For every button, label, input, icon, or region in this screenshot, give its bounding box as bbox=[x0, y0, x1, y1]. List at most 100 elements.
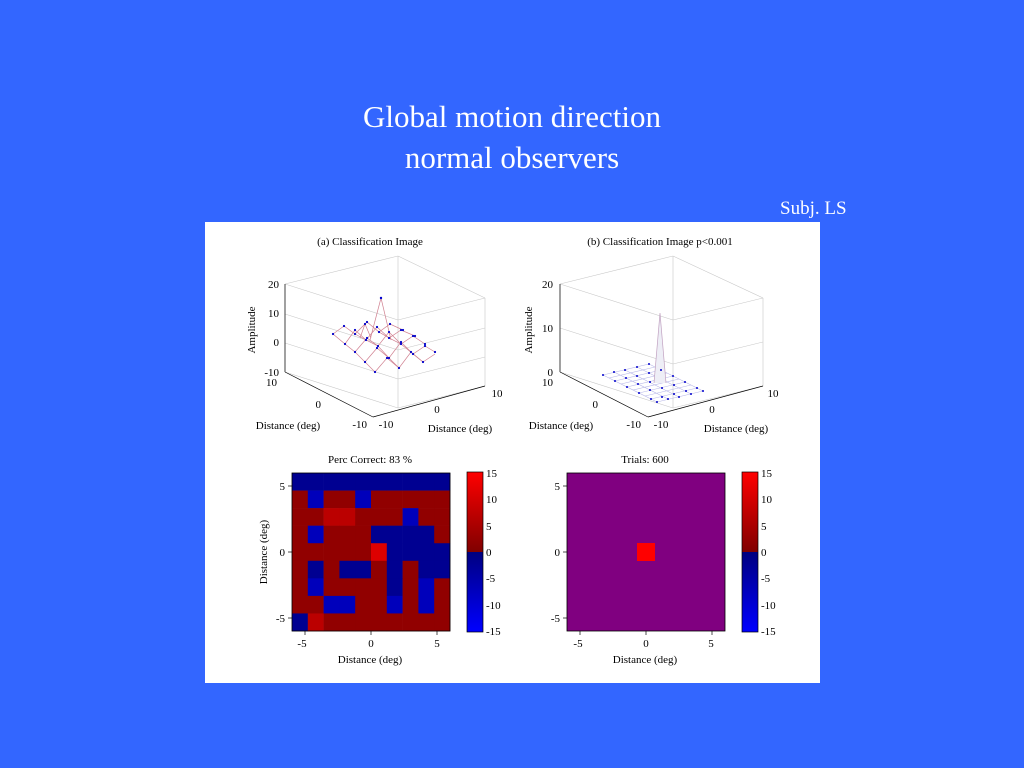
heatmap-cell bbox=[434, 490, 451, 509]
chart-d-title: Trials: 600 bbox=[621, 454, 669, 466]
heatmap-cell bbox=[434, 473, 451, 491]
chart-b-xtick-neg10: -10 bbox=[654, 419, 669, 431]
chart-a-title: (a) Classification Image bbox=[317, 236, 423, 248]
chart-d-xtick-0: 0 bbox=[643, 638, 649, 650]
chart-b-peak bbox=[653, 312, 667, 384]
heatmap-cell bbox=[434, 508, 451, 526]
slide-title: Global motion direction normal observers bbox=[0, 96, 1024, 178]
heatmap-cell bbox=[386, 578, 403, 597]
chart-d-xtick-5: 5 bbox=[708, 638, 714, 650]
heatmap-cell bbox=[402, 508, 419, 526]
heatmap-cell bbox=[339, 473, 356, 491]
heatmap-cell bbox=[307, 578, 324, 597]
chart-c-cbar-0: 0 bbox=[486, 547, 492, 559]
chart-d-peak-cell bbox=[637, 543, 655, 561]
heatmap-cell bbox=[418, 490, 435, 509]
chart-c-cbar-10: 10 bbox=[486, 494, 498, 506]
heatmap-cell bbox=[402, 613, 419, 632]
heatmap-cell bbox=[355, 490, 372, 509]
chart-c-ytick-0: 0 bbox=[280, 547, 286, 559]
chart-a-xtick-neg10: -10 bbox=[379, 419, 394, 431]
heatmap-cell bbox=[355, 473, 372, 491]
heatmap-cell bbox=[418, 543, 435, 562]
chart-d: Trials: 600 5 0 -5 -5 0 5 Distance (deg)… bbox=[551, 454, 776, 666]
heatmap-cell bbox=[292, 595, 309, 614]
heatmap-cell bbox=[323, 473, 340, 491]
chart-a-surface-points bbox=[331, 296, 437, 374]
heatmap-cell bbox=[339, 490, 356, 509]
chart-a: (a) Classification Image Amplitude 20 10… bbox=[246, 236, 503, 435]
heatmap-cell bbox=[434, 543, 451, 562]
chart-c-cbar-neg10: -10 bbox=[486, 600, 501, 612]
chart-a-xtick-10: 10 bbox=[492, 388, 504, 400]
heatmap-cell bbox=[292, 473, 309, 491]
chart-d-ytick-5: 5 bbox=[555, 481, 561, 493]
chart-c-cbar-neg15: -15 bbox=[486, 626, 501, 638]
heatmap-cell bbox=[386, 525, 403, 544]
chart-d-xlabel: Distance (deg) bbox=[613, 654, 678, 666]
chart-c-ylabel: Distance (deg) bbox=[258, 519, 270, 584]
chart-b-surface bbox=[602, 363, 704, 403]
chart-a-ztick-0: 0 bbox=[274, 337, 280, 349]
heatmap-cell bbox=[339, 543, 356, 562]
heatmap-cell bbox=[323, 613, 340, 632]
chart-b-ytick-10: 10 bbox=[542, 377, 554, 389]
heatmap-cell bbox=[371, 490, 388, 509]
chart-a-xlabel: Distance (deg) bbox=[428, 423, 493, 435]
heatmap-cell bbox=[323, 560, 340, 579]
figure-svg: (a) Classification Image Amplitude 20 10… bbox=[246, 236, 780, 666]
chart-d-colorbar bbox=[741, 471, 759, 633]
heatmap-cell bbox=[434, 595, 451, 614]
chart-a-ztick-20: 20 bbox=[268, 279, 280, 291]
heatmap-cell bbox=[292, 490, 309, 509]
heatmap-cell bbox=[418, 473, 435, 491]
chart-c-cbar-15: 15 bbox=[486, 468, 498, 480]
heatmap-cell bbox=[434, 613, 451, 632]
chart-a-ytick-0: 0 bbox=[316, 399, 322, 411]
heatmap-cell bbox=[307, 508, 324, 526]
chart-c-xtick-0: 0 bbox=[368, 638, 374, 650]
heatmap-cell bbox=[386, 560, 403, 579]
heatmap-cell bbox=[323, 578, 340, 597]
heatmap-cell bbox=[339, 560, 356, 579]
heatmap-cell bbox=[355, 560, 372, 579]
heatmap-cell bbox=[292, 613, 309, 632]
heatmap-cell bbox=[292, 578, 309, 597]
heatmap-cell bbox=[323, 490, 340, 509]
heatmap-cell bbox=[307, 613, 324, 632]
chart-b-ytick-0: 0 bbox=[593, 399, 599, 411]
heatmap-cell bbox=[402, 525, 419, 544]
heatmap-cell bbox=[355, 578, 372, 597]
heatmap-cell bbox=[371, 543, 388, 562]
chart-b-xtick-0: 0 bbox=[709, 404, 715, 416]
heatmap-cell bbox=[339, 525, 356, 544]
chart-d-cbar-15: 15 bbox=[761, 468, 773, 480]
heatmap-cell bbox=[371, 595, 388, 614]
heatmap-cell bbox=[307, 525, 324, 544]
chart-c-xtick-neg5: -5 bbox=[297, 638, 307, 650]
figure-panel: (a) Classification Image Amplitude 20 10… bbox=[205, 222, 820, 683]
heatmap-cell bbox=[434, 560, 451, 579]
heatmap-cell bbox=[323, 508, 340, 526]
heatmap-cell bbox=[402, 543, 419, 562]
heatmap-cell bbox=[418, 578, 435, 597]
chart-c-xtick-5: 5 bbox=[434, 638, 440, 650]
chart-b-xtick-10: 10 bbox=[768, 388, 780, 400]
chart-b-title: (b) Classification Image p<0.001 bbox=[587, 236, 733, 248]
heatmap-cell bbox=[402, 473, 419, 491]
heatmap-cell bbox=[307, 560, 324, 579]
heatmap-cell bbox=[434, 578, 451, 597]
chart-a-ylabel: Distance (deg) bbox=[256, 420, 321, 432]
heatmap-cell bbox=[292, 525, 309, 544]
chart-d-ytick-neg5: -5 bbox=[551, 613, 561, 625]
chart-b-ztick-20: 20 bbox=[542, 279, 554, 291]
chart-c-ytick-neg5: -5 bbox=[276, 613, 286, 625]
chart-c-ytick-5: 5 bbox=[280, 481, 286, 493]
chart-b-ztick-10: 10 bbox=[542, 323, 554, 335]
chart-d-cbar-neg10: -10 bbox=[761, 600, 776, 612]
heatmap-cell bbox=[371, 525, 388, 544]
chart-c-colorbar bbox=[466, 471, 484, 633]
heatmap-cell bbox=[307, 473, 324, 491]
chart-c-title: Perc Correct: 83 % bbox=[328, 454, 412, 466]
chart-c-heatmap bbox=[292, 473, 451, 632]
